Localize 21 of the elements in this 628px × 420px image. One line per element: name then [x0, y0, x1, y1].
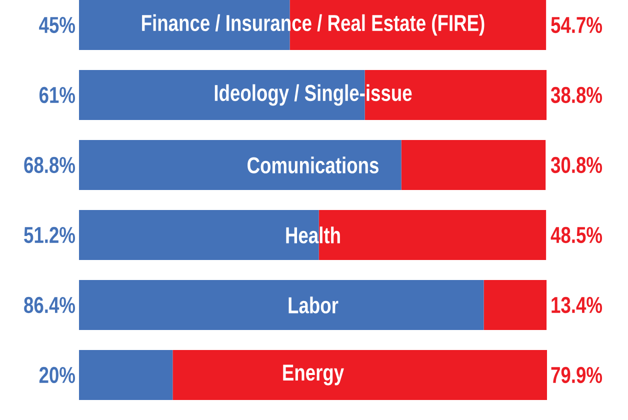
y-tick-label: Energy [283, 364, 344, 386]
y-tick-label: Labor [288, 296, 338, 314]
data-label: 79.9% [551, 366, 602, 384]
data-label: 45% [39, 16, 75, 34]
data-label: 30.8% [550, 156, 602, 174]
bar [79, 140, 402, 190]
data-label: 13.4% [552, 296, 602, 314]
data-label: 68.8% [24, 156, 75, 174]
data-label: 54.7% [551, 16, 602, 34]
y-tick-label: Comunications [248, 156, 378, 174]
data-label: 48.5% [550, 226, 602, 244]
bar [484, 280, 547, 330]
bar [79, 280, 484, 330]
bar [401, 140, 546, 190]
bar [172, 350, 548, 400]
data-label: 61% [39, 86, 75, 104]
data-label: 38.8% [550, 86, 602, 104]
bar [79, 350, 173, 400]
data-label: 86.4% [24, 296, 75, 314]
data-label: 20% [39, 366, 75, 384]
data-label: 51.2% [24, 226, 75, 244]
